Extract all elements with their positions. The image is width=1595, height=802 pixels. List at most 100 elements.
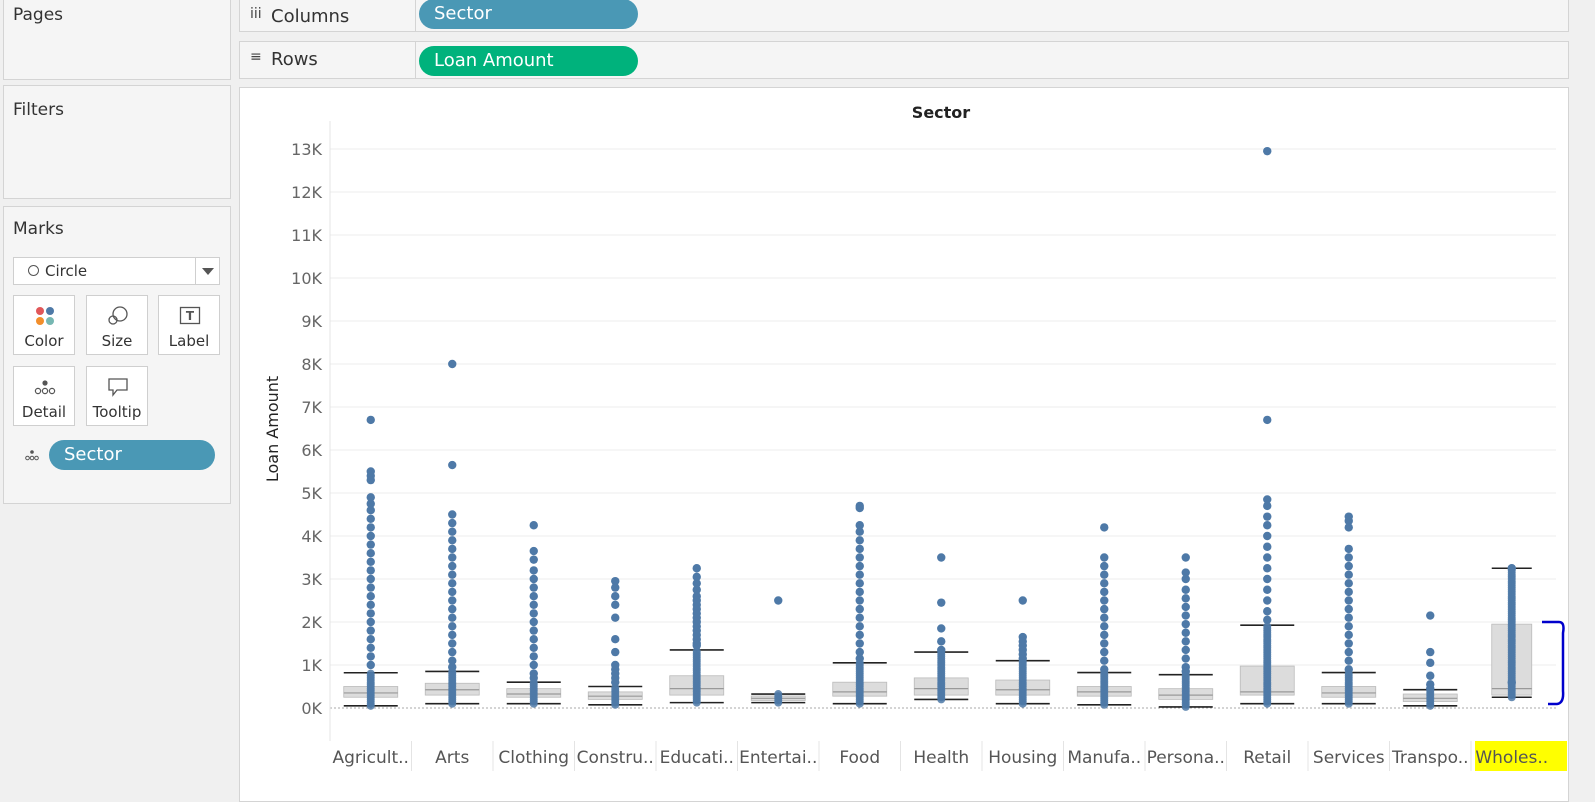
data-point[interactable] (1181, 645, 1190, 655)
data-point[interactable] (1344, 656, 1353, 665)
data-point[interactable] (1181, 585, 1190, 594)
data-point[interactable] (448, 639, 457, 648)
data-point[interactable] (448, 460, 457, 470)
data-point[interactable] (448, 510, 457, 519)
data-point[interactable] (1100, 613, 1109, 622)
data-point[interactable] (366, 523, 375, 532)
data-point[interactable] (1181, 611, 1190, 620)
data-point[interactable] (1263, 585, 1272, 594)
data-point[interactable] (611, 592, 620, 601)
data-point[interactable] (855, 544, 864, 554)
data-point[interactable] (1263, 553, 1272, 562)
data-point[interactable] (1100, 665, 1109, 674)
data-point[interactable] (1263, 622, 1272, 631)
mark-type-dropdown[interactable]: Circle (13, 257, 220, 285)
view-area[interactable]: Sector Loan Amount 0K 1K 2K 3K 4K 5K 6K 7K 8K 9K 1… (239, 87, 1569, 802)
data-point[interactable] (611, 635, 620, 644)
data-point[interactable] (366, 493, 375, 502)
data-point[interactable] (529, 660, 538, 670)
data-point[interactable] (1181, 553, 1190, 562)
data-point[interactable] (448, 527, 457, 536)
data-point[interactable] (1344, 596, 1353, 605)
color-button[interactable]: Color (13, 295, 75, 355)
data-point[interactable] (1344, 647, 1353, 657)
data-point[interactable] (1263, 542, 1272, 551)
data-point[interactable] (1263, 596, 1272, 605)
data-point[interactable] (1344, 604, 1353, 614)
data-point[interactable] (855, 503, 864, 513)
data-point[interactable] (448, 662, 457, 672)
data-point[interactable] (611, 647, 620, 657)
columns-shelf[interactable]: iii Columns Sector (239, 0, 1569, 32)
data-point[interactable] (1344, 561, 1353, 571)
data-point[interactable] (366, 652, 375, 661)
data-point[interactable] (1426, 647, 1435, 657)
data-point[interactable] (529, 555, 538, 564)
data-point[interactable] (1100, 553, 1109, 562)
data-point[interactable] (448, 596, 457, 605)
data-point[interactable] (1181, 628, 1190, 637)
data-point[interactable] (1181, 594, 1190, 603)
data-point[interactable] (855, 527, 864, 536)
tooltip-button[interactable]: Tooltip (86, 366, 148, 426)
data-point[interactable] (1181, 637, 1190, 646)
data-point[interactable] (1263, 501, 1272, 511)
data-point[interactable] (1181, 574, 1190, 584)
data-point[interactable] (366, 415, 375, 425)
data-point[interactable] (855, 536, 864, 545)
data-point[interactable] (611, 583, 620, 592)
data-point[interactable] (1344, 587, 1353, 597)
size-button[interactable]: Size (86, 295, 148, 355)
data-point[interactable] (855, 630, 864, 640)
data-point[interactable] (855, 604, 864, 614)
rows-loan-amount-pill[interactable]: Loan Amount (419, 46, 638, 76)
data-point[interactable] (937, 645, 946, 655)
data-point[interactable] (448, 630, 457, 640)
data-point[interactable] (611, 678, 620, 687)
data-point[interactable] (1344, 622, 1353, 631)
data-point[interactable] (448, 561, 457, 571)
chevron-down-icon[interactable] (202, 268, 214, 275)
data-point[interactable] (855, 654, 864, 663)
data-point[interactable] (529, 546, 538, 556)
data-point[interactable] (692, 572, 701, 582)
data-point[interactable] (448, 579, 457, 588)
data-point[interactable] (448, 536, 457, 545)
data-point[interactable] (855, 553, 864, 562)
data-point[interactable] (366, 557, 375, 566)
data-point[interactable] (1344, 579, 1353, 588)
data-point[interactable] (366, 592, 375, 601)
data-point[interactable] (855, 622, 864, 631)
data-point[interactable] (1344, 544, 1353, 554)
data-point[interactable] (1263, 415, 1272, 425)
data-point[interactable] (1426, 658, 1435, 668)
data-point[interactable] (1100, 630, 1109, 640)
data-point[interactable] (1100, 579, 1109, 588)
data-point[interactable] (692, 564, 701, 573)
data-point[interactable] (1426, 611, 1435, 620)
data-point[interactable] (1263, 564, 1272, 573)
data-point[interactable] (529, 521, 538, 530)
data-point[interactable] (1263, 521, 1272, 530)
data-point[interactable] (1181, 667, 1190, 676)
data-point[interactable] (1344, 570, 1353, 579)
data-point[interactable] (366, 660, 375, 670)
data-point[interactable] (366, 540, 375, 549)
data-point[interactable] (529, 574, 538, 584)
data-point[interactable] (1100, 647, 1109, 657)
data-point[interactable] (529, 609, 538, 618)
data-point[interactable] (529, 600, 538, 609)
data-point[interactable] (448, 622, 457, 631)
data-point[interactable] (529, 617, 538, 627)
data-point[interactable] (366, 506, 375, 515)
data-point[interactable] (937, 553, 946, 562)
data-point[interactable] (366, 635, 375, 644)
data-point[interactable] (937, 637, 946, 646)
data-point[interactable] (692, 585, 701, 594)
data-point[interactable] (855, 570, 864, 579)
data-point[interactable] (855, 647, 864, 657)
data-point[interactable] (1181, 619, 1190, 629)
data-point[interactable] (448, 553, 457, 562)
data-point[interactable] (1100, 570, 1109, 579)
data-point[interactable] (1263, 607, 1272, 616)
